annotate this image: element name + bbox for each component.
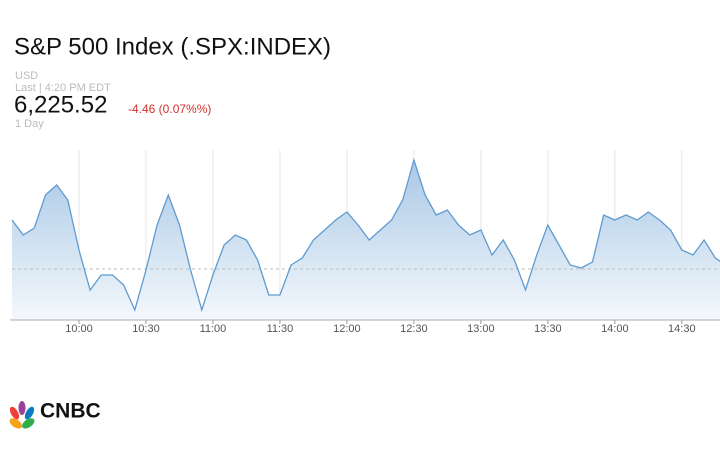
x-tick-label: 14:30 <box>668 323 696 335</box>
price: 6,225.52 <box>14 91 107 118</box>
currency: USD <box>15 70 38 82</box>
last-label: Last | 4:20 PM EDT <box>15 82 111 94</box>
logo: CNBC <box>9 400 101 429</box>
x-tick-label: 12:30 <box>400 323 428 335</box>
x-tick-label: 13:00 <box>467 323 495 335</box>
plot-area: 10:00 10:30 11:00 11:30 12:00 12:30 13:00 13:30… <box>10 150 720 335</box>
x-tick-label: 11:30 <box>267 323 294 335</box>
chart-title: S&P 500 Index (.SPX:INDEX) <box>14 33 331 60</box>
x-tick-label: 13:30 <box>534 323 562 335</box>
x-tick-label: 10:00 <box>65 323 93 335</box>
x-tick-label: 11:00 <box>200 323 227 335</box>
line <box>11 157 720 313</box>
logo-text: CNBC <box>40 400 101 423</box>
x-tick-label: 10:30 <box>132 323 160 335</box>
x-tick-label: 14:00 <box>601 323 629 335</box>
area <box>12 160 720 320</box>
x-tick-label: 12:00 <box>333 323 361 335</box>
change: -4.46 (0.07%%) <box>128 102 211 116</box>
period: 1 Day <box>15 118 44 130</box>
